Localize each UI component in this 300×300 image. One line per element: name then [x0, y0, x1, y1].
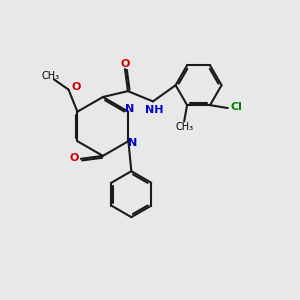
Text: CH₃: CH₃	[42, 71, 60, 81]
Text: O: O	[70, 153, 79, 163]
Text: N: N	[128, 138, 137, 148]
Text: Cl: Cl	[230, 102, 242, 112]
Text: NH: NH	[145, 105, 164, 115]
Text: N: N	[125, 104, 134, 114]
Text: O: O	[71, 82, 81, 92]
Text: O: O	[121, 59, 130, 69]
Text: CH₃: CH₃	[176, 122, 194, 132]
